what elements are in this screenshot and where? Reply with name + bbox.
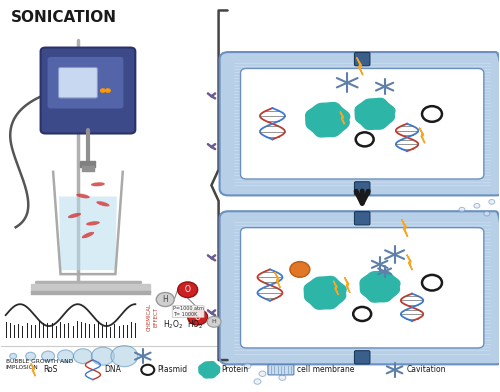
Text: SONICATION: SONICATION <box>10 11 117 25</box>
Circle shape <box>26 352 36 360</box>
Circle shape <box>459 207 465 212</box>
Text: H: H <box>162 295 168 304</box>
Circle shape <box>111 346 138 367</box>
Text: BUBBLE GROWTH AND
IMPLOSION: BUBBLE GROWTH AND IMPLOSION <box>6 359 73 370</box>
Circle shape <box>207 316 221 327</box>
Circle shape <box>100 88 106 93</box>
Circle shape <box>74 349 92 363</box>
Polygon shape <box>355 98 395 129</box>
Circle shape <box>484 211 490 216</box>
Circle shape <box>156 292 174 307</box>
Polygon shape <box>407 255 412 270</box>
Text: H$_2$O$_2$  HO$_2$: H$_2$O$_2$ HO$_2$ <box>162 318 203 331</box>
FancyBboxPatch shape <box>220 52 500 196</box>
FancyBboxPatch shape <box>220 211 500 364</box>
Ellipse shape <box>86 221 100 225</box>
Text: Protein: Protein <box>221 365 248 374</box>
Polygon shape <box>356 58 363 75</box>
Text: RoS: RoS <box>43 365 58 374</box>
Ellipse shape <box>68 213 81 218</box>
Circle shape <box>244 363 251 368</box>
FancyBboxPatch shape <box>268 365 294 375</box>
Circle shape <box>279 375 286 380</box>
Circle shape <box>259 371 266 376</box>
Text: CHEMICAL
EFFECT: CHEMICAL EFFECT <box>147 303 158 331</box>
Ellipse shape <box>96 201 110 207</box>
Text: DNA: DNA <box>104 365 121 374</box>
Polygon shape <box>360 271 400 302</box>
Polygon shape <box>59 196 117 270</box>
Polygon shape <box>340 112 344 124</box>
Circle shape <box>269 367 276 372</box>
Polygon shape <box>31 363 36 376</box>
FancyBboxPatch shape <box>354 351 370 364</box>
Polygon shape <box>306 103 350 137</box>
Ellipse shape <box>82 232 94 238</box>
Polygon shape <box>420 128 425 143</box>
FancyBboxPatch shape <box>48 57 124 109</box>
Circle shape <box>42 351 54 361</box>
Ellipse shape <box>76 194 90 198</box>
Polygon shape <box>199 361 220 378</box>
Polygon shape <box>334 281 338 295</box>
Circle shape <box>254 379 261 384</box>
Circle shape <box>92 347 114 365</box>
Text: H: H <box>212 319 216 324</box>
FancyBboxPatch shape <box>58 67 98 98</box>
Text: O: O <box>184 285 190 294</box>
Ellipse shape <box>91 182 105 186</box>
Text: O: O <box>194 312 200 321</box>
FancyBboxPatch shape <box>354 182 370 195</box>
Polygon shape <box>402 219 407 237</box>
FancyBboxPatch shape <box>240 228 484 348</box>
Circle shape <box>105 88 111 93</box>
FancyBboxPatch shape <box>354 53 370 66</box>
Circle shape <box>188 309 208 325</box>
Text: Plasmid: Plasmid <box>157 365 187 374</box>
Circle shape <box>489 200 495 204</box>
Text: P=1000 atm
T= 1000K: P=1000 atm T= 1000K <box>172 306 204 317</box>
FancyBboxPatch shape <box>40 47 136 134</box>
Circle shape <box>474 203 480 208</box>
Circle shape <box>290 261 310 277</box>
FancyBboxPatch shape <box>240 69 484 179</box>
Polygon shape <box>304 276 346 309</box>
Text: cell membrane: cell membrane <box>297 365 354 374</box>
Circle shape <box>178 282 198 298</box>
Circle shape <box>10 354 16 359</box>
Polygon shape <box>274 272 280 288</box>
FancyBboxPatch shape <box>354 212 370 225</box>
Circle shape <box>58 350 74 362</box>
Polygon shape <box>344 277 350 293</box>
Text: Cavitation: Cavitation <box>406 365 446 374</box>
